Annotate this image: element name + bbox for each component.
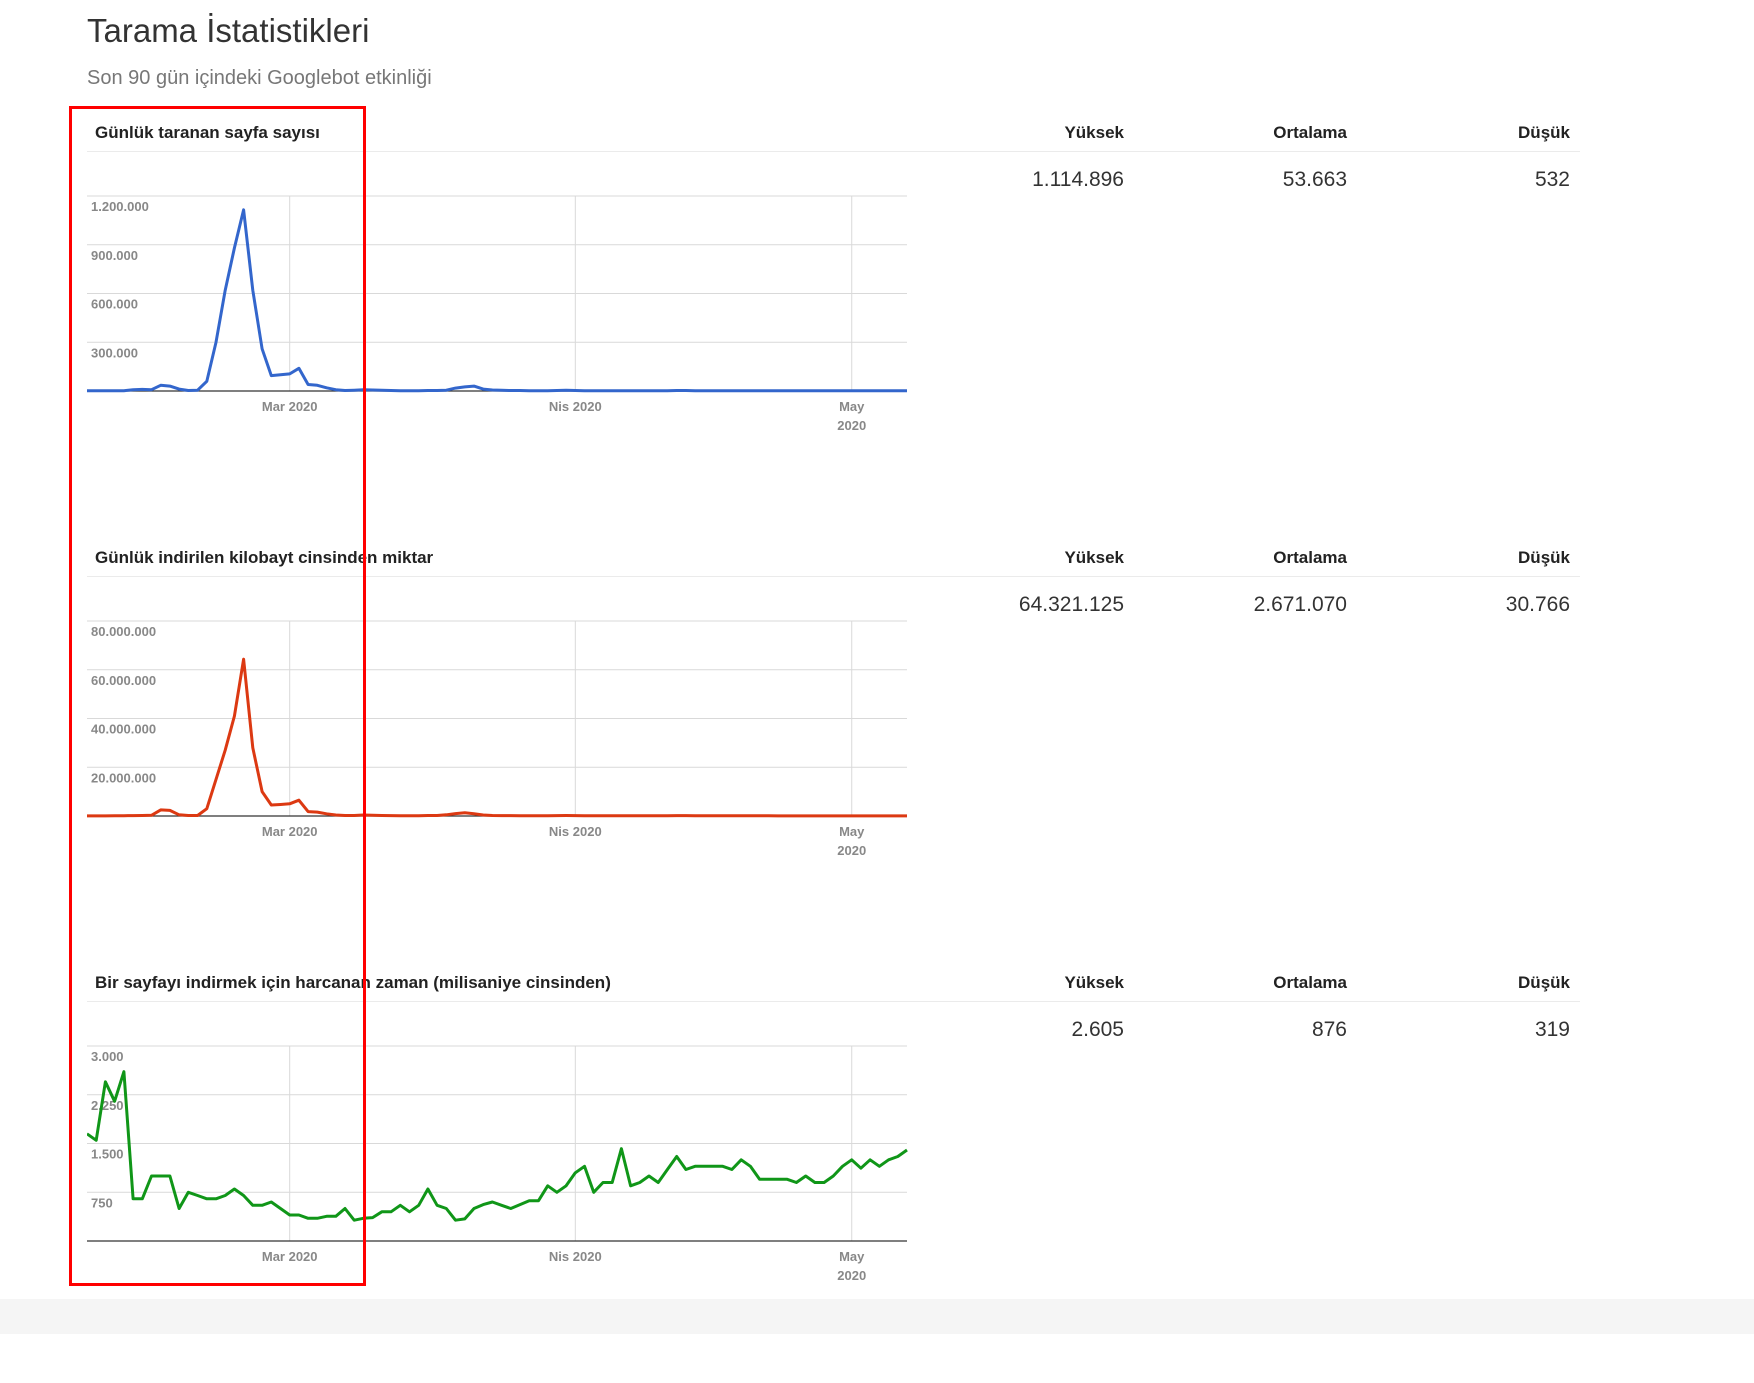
y-tick-label: 40.000.000 xyxy=(91,722,156,737)
high-value: 1.114.896 xyxy=(1032,168,1124,191)
section-kilobytes-downloaded: Günlük indirilen kilobayt cinsinden mikt… xyxy=(87,538,1580,958)
x-tick-label-line: May xyxy=(839,399,865,414)
chart-download-time: 750 1.500 2.250 3.000 Mar 2020 Nis 2020 May 202… xyxy=(87,1045,908,1283)
x-tick-label: Mar 2020 xyxy=(262,399,318,414)
section-header: Günlük indirilen kilobayt cinsinden mikt… xyxy=(87,538,1580,577)
x-tick-label-line: May xyxy=(839,824,865,839)
bottom-band xyxy=(0,1299,1754,1334)
chart-pages-crawled: 300.000 600.000 900.000 1.200.000 Mar 2020 Ni… xyxy=(87,195,907,433)
y-tick-label: 1.200.000 xyxy=(91,199,149,214)
section-download-time: Bir sayfayı indirmek için harcanan zaman… xyxy=(87,963,1580,1383)
x-tick-label: Nis 2020 xyxy=(549,1249,602,1264)
high-label: Yüksek xyxy=(1064,973,1124,992)
y-tick-label: 60.000.000 xyxy=(91,673,156,688)
x-tick-label: May 2020 xyxy=(837,1249,866,1283)
avg-label: Ortalama xyxy=(1273,548,1347,567)
x-tick-label: May 2020 xyxy=(837,399,866,433)
x-tick-label-line: 2020 xyxy=(837,1268,866,1283)
y-tick-label: 1.500 xyxy=(91,1147,124,1162)
y-tick-label: 900.000 xyxy=(91,248,138,263)
low-label: Düşük xyxy=(1518,123,1570,142)
series-line xyxy=(87,1070,908,1222)
x-tick-label-line: May xyxy=(839,1249,865,1264)
avg-label: Ortalama xyxy=(1273,973,1347,992)
x-tick-label: Nis 2020 xyxy=(549,399,602,414)
high-value: 2.605 xyxy=(1071,1018,1124,1041)
x-tick-label: Mar 2020 xyxy=(262,1249,318,1264)
low-label: Düşük xyxy=(1518,548,1570,567)
y-tick-label: 20.000.000 xyxy=(91,770,156,785)
y-tick-label: 600.000 xyxy=(91,297,138,312)
section-title: Günlük indirilen kilobayt cinsinden mikt… xyxy=(95,548,434,567)
low-value: 319 xyxy=(1534,1018,1570,1041)
high-value: 64.321.125 xyxy=(1018,593,1124,616)
section-title: Bir sayfayı indirmek için harcanan zaman… xyxy=(95,973,611,992)
section-header: Bir sayfayı indirmek için harcanan zaman… xyxy=(87,963,1580,1002)
avg-value: 53.663 xyxy=(1282,168,1347,191)
avg-value: 2.671.070 xyxy=(1253,593,1347,616)
x-tick-label-line: 2020 xyxy=(837,418,866,433)
section-pages-crawled: Günlük taranan sayfa sayısı Yüksek Ortal… xyxy=(87,113,1580,533)
y-tick-label: 2.250 xyxy=(91,1098,124,1113)
high-label: Yüksek xyxy=(1064,123,1124,142)
low-value: 532 xyxy=(1534,168,1570,191)
section-header: Günlük taranan sayfa sayısı Yüksek Ortal… xyxy=(87,113,1580,152)
page-subtitle: Son 90 gün içindeki Googlebot etkinliği xyxy=(87,67,432,89)
x-tick-label: Mar 2020 xyxy=(262,824,318,839)
high-label: Yüksek xyxy=(1064,548,1124,567)
low-label: Düşük xyxy=(1518,973,1570,992)
y-tick-label: 300.000 xyxy=(91,345,138,360)
section-title: Günlük taranan sayfa sayısı xyxy=(95,123,320,142)
avg-label: Ortalama xyxy=(1273,123,1347,142)
avg-value: 876 xyxy=(1311,1018,1347,1041)
page-title: Tarama İstatistikleri xyxy=(87,12,370,49)
y-tick-label: 3.000 xyxy=(91,1049,124,1064)
low-value: 30.766 xyxy=(1505,593,1570,616)
y-tick-label: 80.000.000 xyxy=(91,624,156,639)
series-line xyxy=(87,208,907,393)
y-tick-label: 750 xyxy=(91,1195,113,1210)
x-tick-label-line: 2020 xyxy=(837,843,866,858)
x-tick-label: May 2020 xyxy=(837,824,866,858)
x-tick-label: Nis 2020 xyxy=(549,824,602,839)
chart-kilobytes-downloaded: 20.000.000 40.000.000 60.000.000 80.000.000… xyxy=(87,620,907,858)
series-line xyxy=(87,657,907,818)
